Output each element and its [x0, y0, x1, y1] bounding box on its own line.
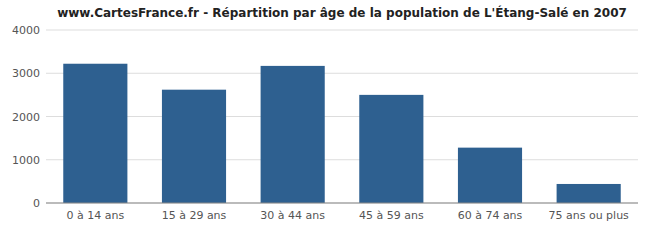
x-axis: 0 à 14 ans 15 à 29 ans 30 à 44 ans 45 à 59 … — [66, 209, 629, 222]
y-tick-label: 4000 — [12, 24, 40, 37]
page: {"chart_data": {"type": "bar", "title": … — [0, 0, 650, 229]
grid-line — [46, 116, 638, 117]
y-axis: 0 1000 2000 3000 4000 — [12, 24, 638, 210]
x-tick-label: 0 à 14 ans — [66, 209, 124, 222]
bar — [359, 95, 423, 203]
bar — [458, 148, 522, 203]
chart-title: www.CartesFrance.fr - Répartition par âg… — [57, 5, 627, 20]
bars — [63, 64, 620, 203]
x-tick-label: 15 à 29 ans — [162, 209, 227, 222]
x-tick-label: 60 à 74 ans — [458, 209, 523, 222]
grid-line — [46, 30, 638, 31]
bar — [162, 90, 226, 203]
x-tick-label: 45 à 59 ans — [359, 209, 424, 222]
grid-line — [46, 159, 638, 160]
grid-line — [46, 203, 638, 204]
chart-container: www.CartesFrance.fr - Répartition par âg… — [0, 0, 650, 229]
chart-svg: www.CartesFrance.fr - Répartition par âg… — [0, 0, 650, 229]
y-tick-label: 2000 — [12, 111, 40, 124]
x-axis-line — [46, 203, 638, 204]
y-tick-label: 1000 — [12, 154, 40, 167]
y-tick-label: 0 — [33, 197, 40, 210]
x-tick-label: 75 ans ou plus — [548, 209, 629, 222]
grid-line — [46, 73, 638, 74]
y-tick-label: 3000 — [12, 67, 40, 80]
bar — [63, 64, 127, 203]
bar — [261, 66, 325, 203]
x-tick-label: 30 à 44 ans — [260, 209, 325, 222]
bar — [557, 184, 621, 203]
